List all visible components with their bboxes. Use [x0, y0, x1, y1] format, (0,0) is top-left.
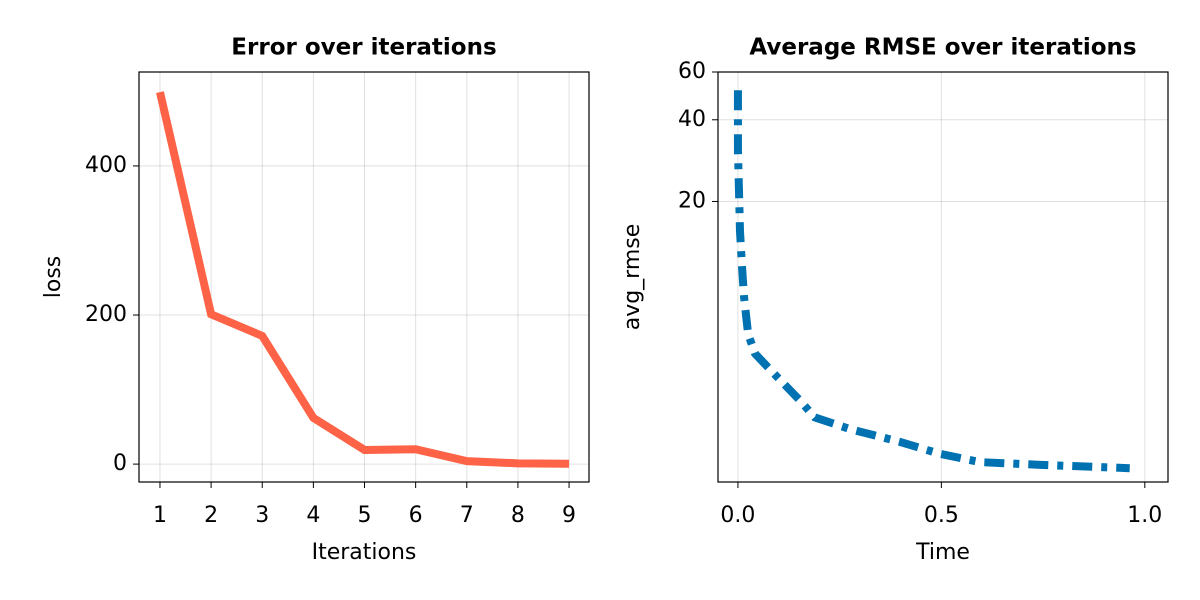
- x-tick-label: 9: [562, 503, 576, 528]
- x-tick-label: 2: [204, 503, 218, 528]
- y-tick-label: 400: [85, 153, 127, 178]
- x-tick-label: 6: [409, 503, 423, 528]
- x-axis-label: Iterations: [312, 540, 417, 565]
- y-tick-label: 20: [678, 188, 706, 213]
- y-tick-label: 0: [113, 451, 127, 476]
- x-tick-label: 1: [153, 503, 167, 528]
- x-tick-label: 8: [511, 503, 525, 528]
- y-axis-label: loss: [41, 256, 66, 299]
- x-tick-label: 5: [358, 503, 372, 528]
- chart-title: Average RMSE over iterations: [749, 35, 1136, 61]
- x-tick-label: 3: [255, 503, 269, 528]
- plot-frame: [138, 71, 590, 483]
- data-line: [733, 90, 1130, 473]
- y-tick-label: 40: [678, 107, 706, 132]
- x-tick-label: 7: [460, 503, 474, 528]
- data-line: [156, 91, 570, 468]
- x-tick-label: 0.0: [720, 503, 755, 528]
- x-tick-label: 4: [306, 503, 320, 528]
- x-axis-label: Time: [915, 540, 970, 565]
- y-axis-label: avg_rmse: [620, 224, 645, 331]
- y-tick-label: 200: [85, 302, 127, 327]
- x-tick-label: 1.0: [1127, 503, 1162, 528]
- plot-frame: [717, 71, 1169, 483]
- chart-title: Error over iterations: [231, 35, 496, 61]
- y-tick-label: 60: [678, 59, 706, 84]
- x-tick-label: 0.5: [924, 503, 959, 528]
